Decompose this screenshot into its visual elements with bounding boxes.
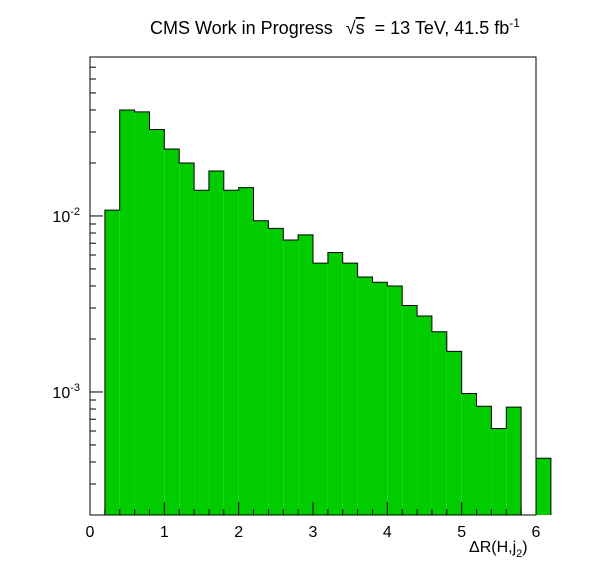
histogram-bar	[446, 351, 462, 515]
histogram-bar	[134, 111, 150, 515]
histogram-bar	[461, 393, 477, 515]
histogram-bar	[149, 129, 165, 516]
x-axis-label: ΔR(H,j2)	[469, 539, 528, 560]
histogram-bar	[298, 234, 313, 515]
histogram-bar	[431, 331, 447, 515]
histogram-bar	[179, 162, 195, 515]
histogram-bar	[164, 149, 180, 515]
x-axis-ticks: 0 1 2 3 4 5 6	[86, 502, 541, 541]
x-tick-label: 3	[309, 524, 318, 541]
histogram-bar	[208, 171, 224, 515]
x-axis-label-subscript: 2	[516, 548, 522, 560]
x-tick-label: 1	[160, 524, 169, 541]
histogram-bar	[387, 286, 403, 515]
histogram-bar	[238, 187, 254, 515]
x-tick-label: 5	[457, 524, 466, 541]
histogram-bar	[357, 276, 373, 515]
histogram-bar	[268, 228, 284, 515]
histogram-bar	[119, 109, 135, 516]
histogram-bar	[476, 406, 492, 515]
histogram-bar	[327, 252, 343, 515]
histogram-bar	[313, 263, 328, 515]
histogram-bar	[253, 220, 269, 516]
title-sqrt-arg: s	[356, 18, 365, 38]
histogram-bar	[342, 263, 358, 515]
histogram-bar	[283, 240, 299, 515]
histogram-bars	[104, 109, 552, 516]
x-tick-label: 2	[234, 524, 243, 541]
title-lumi-exponent: -1	[509, 16, 520, 30]
histogram-bar	[491, 428, 507, 515]
y-tick-label: 10-2	[52, 206, 80, 226]
x-tick-label: 0	[86, 524, 95, 541]
x-tick-label: 4	[383, 524, 392, 541]
histogram-bar	[402, 305, 418, 515]
histogram-bar	[104, 210, 120, 515]
y-tick-label: 10-3	[52, 382, 80, 402]
y-axis-ticks: 10-2 10-3	[52, 56, 103, 516]
x-tick-label: 6	[532, 524, 541, 541]
histogram-bar	[536, 458, 551, 515]
histogram-bar	[194, 190, 209, 515]
histogram-bar	[223, 190, 239, 515]
chart-title: CMS Work in Progress √s = 13 TeV, 41.5 f…	[150, 16, 520, 38]
histogram-bar	[372, 282, 388, 515]
histogram-bar	[506, 407, 522, 515]
histogram-bar	[417, 316, 432, 515]
